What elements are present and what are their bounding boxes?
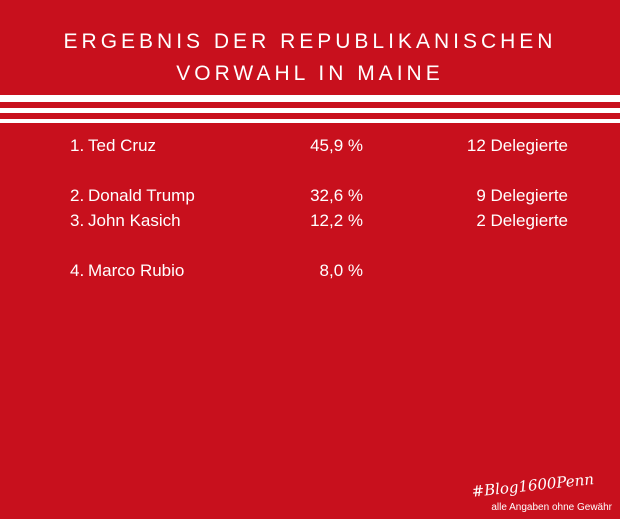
result-row: 1. Ted Cruz 45,9 % 12 Delegierte	[0, 133, 620, 159]
result-rank: 2.	[70, 186, 85, 205]
result-percent: 32,6 %	[310, 186, 363, 205]
result-delegates: 9 Delegierte	[476, 186, 568, 205]
result-rank: 1.	[70, 136, 85, 155]
result-row: 3. John Kasich 12,2 % 2 Delegierte	[0, 208, 620, 234]
result-rank: 3.	[70, 211, 85, 230]
result-percent: 8,0 %	[319, 261, 363, 280]
result-name: Marco Rubio	[88, 261, 185, 280]
result-row: 4. Marco Rubio 8,0 %	[0, 258, 620, 284]
page-title: ERGEBNIS DER REPUBLIKANISCHEN VORWAHL IN…	[0, 26, 620, 90]
result-percent: 45,9 %	[310, 136, 363, 155]
result-row: 2. Donald Trump 32,6 % 9 Delegierte	[0, 183, 620, 209]
title-line-2: VORWAHL IN MAINE	[176, 62, 444, 85]
result-percent: 12,2 %	[310, 211, 363, 230]
title-line-1: ERGEBNIS DER REPUBLIKANISCHEN	[63, 30, 557, 53]
result-rank: 4.	[70, 261, 85, 280]
divider-stripe-1	[0, 95, 620, 102]
result-name: Ted Cruz	[88, 136, 157, 155]
result-name: John Kasich	[88, 211, 181, 230]
result-delegates: 2 Delegierte	[476, 211, 568, 230]
hashtag-label: #Blog1600Penn	[470, 470, 595, 501]
result-delegates: 12 Delegierte	[466, 136, 568, 155]
divider-stripe-3	[0, 119, 620, 123]
result-name: Donald Trump	[88, 186, 195, 205]
disclaimer-text: alle Angaben ohne Gewähr	[491, 502, 612, 513]
divider-stripe-2	[0, 108, 620, 113]
